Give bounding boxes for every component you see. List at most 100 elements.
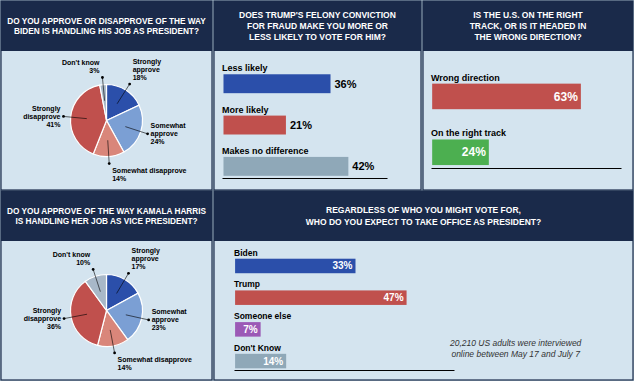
panel-background (214, 1, 421, 190)
data-label: 36% (335, 78, 357, 90)
pie-slice (71, 85, 107, 154)
data-label: 23% (152, 324, 167, 331)
category-label: Somewhatapprove (152, 308, 188, 324)
leader-line (63, 116, 86, 118)
leader-dot (147, 319, 150, 322)
axis-line (223, 178, 388, 179)
bar (432, 139, 489, 165)
figure: Stronglyapprove18%Somewhatapprove24%Some… (0, 0, 634, 381)
data-label: 63% (554, 90, 578, 104)
pie-labels: Stronglyapprove18% Somewhatapprove24% Some… (23, 58, 186, 182)
x-axis (432, 168, 622, 169)
leader-line (117, 84, 130, 104)
category-label: On the right track (431, 128, 507, 138)
data-label: 24% (151, 138, 166, 145)
data-label: 21% (290, 119, 312, 131)
title: DOES TRUMP'S FELONY CONVICTIONFOR FRAUD … (239, 10, 396, 42)
category-label: Wrong direction (431, 73, 500, 83)
chart-panel: Wrong direction On the right track 63% 24% I… (423, 1, 633, 190)
data-label: 17% (131, 263, 146, 270)
category-label: Biden (234, 248, 258, 258)
category-label: Stronglyapprove (131, 247, 159, 263)
data-label: 3% (89, 67, 100, 74)
data-label: 14% (112, 175, 127, 182)
category-label: Stronglydisapprove (24, 307, 61, 323)
category-label: Somewhatapprove (151, 122, 187, 138)
annotation: 20,210 US adults were interviewedonline … (449, 338, 582, 359)
data-label: 10% (76, 259, 91, 266)
bars (432, 84, 581, 165)
category-label: Somewhat disapprove (112, 167, 186, 175)
data-label: 42% (352, 160, 374, 172)
leader-line (126, 315, 149, 320)
category-label: Stronglyapprove (133, 58, 161, 74)
category-label: Stronglydisapprove (23, 105, 60, 121)
bar (223, 74, 330, 93)
bar (223, 157, 348, 176)
category-label: Don't Know (234, 343, 281, 353)
panel-background (214, 191, 633, 380)
panel-background (423, 1, 633, 190)
leader-dot (108, 162, 111, 165)
chart-panel: Less likely More likely Makes no differenc… (214, 1, 421, 190)
data-label: 47% (384, 292, 404, 303)
x-axis (223, 178, 388, 179)
title: DO YOU APPROVE OF THE WAY KAMALA HARRISI… (7, 207, 207, 227)
bar (235, 290, 406, 305)
bar-texts: BidenTrumpSomeone elseDon't Know33%47%7%… (234, 248, 404, 367)
leader-line (110, 330, 114, 353)
data-label: 18% (133, 74, 148, 81)
leader-dot (113, 352, 116, 355)
chart-panel: Stronglyapprove18% Somewhatapprove24% Some… (1, 1, 212, 190)
category-label: Less likely (222, 63, 268, 73)
category-label: Don't know (53, 251, 91, 258)
axis-line (235, 370, 455, 371)
leader-dot (92, 268, 95, 271)
bar (235, 322, 261, 337)
chart-panel: Stronglyapprove17%Somewhatapprove23%Some… (1, 191, 212, 380)
title: REGARDLESS OF WHO YOU MIGHT VOTE FOR,WHO… (306, 205, 541, 226)
bar (432, 84, 581, 110)
title: DO YOU APPROVE OR DISAPPROVE OF THE WAYB… (7, 17, 206, 37)
pie (70, 275, 142, 347)
data-label: 24% (462, 145, 486, 159)
bars (223, 74, 348, 176)
title-banner (214, 191, 633, 241)
leader-line (102, 77, 104, 100)
pie-slice (85, 275, 106, 311)
title-banner (214, 1, 421, 51)
bar-texts: Wrong direction On the right track 63% 24% (431, 73, 578, 160)
category-label: Trump (234, 279, 260, 289)
leader-line (108, 140, 109, 163)
leader-dot (127, 272, 130, 275)
background (0, 0, 634, 381)
pie-slice (100, 85, 107, 121)
category-label: Makes no difference (222, 146, 309, 156)
leader-line (93, 269, 100, 291)
leader-line (117, 273, 129, 293)
title: IS THE U.S. ON THE RIGHTTRACK, OR IS IT … (470, 10, 587, 42)
data-label: 36% (47, 323, 62, 330)
leader-dot (146, 132, 149, 135)
data-label: 14% (263, 356, 283, 367)
leader-dot (62, 115, 65, 118)
leader-dot (101, 76, 104, 79)
bar (235, 259, 355, 274)
bar (235, 354, 286, 369)
data-label: 7% (243, 324, 258, 335)
x-axis (235, 370, 455, 371)
chart-panel: BidenTrumpSomeone elseDon't Know33%47%7%… (214, 191, 633, 380)
leader-dot (63, 317, 66, 320)
leader-line (125, 127, 147, 134)
panel-background (1, 1, 212, 190)
bar-texts: Less likely More likely Makes no differenc… (222, 63, 375, 172)
category-label: Don't know (62, 59, 100, 66)
title-banner (1, 191, 212, 241)
panel-background (1, 191, 212, 380)
category-label: More likely (222, 105, 269, 115)
pie (71, 85, 143, 157)
bar (223, 116, 285, 135)
data-label: 14% (118, 364, 133, 371)
category-label: Someone else (234, 311, 291, 321)
title-banner (423, 1, 633, 51)
